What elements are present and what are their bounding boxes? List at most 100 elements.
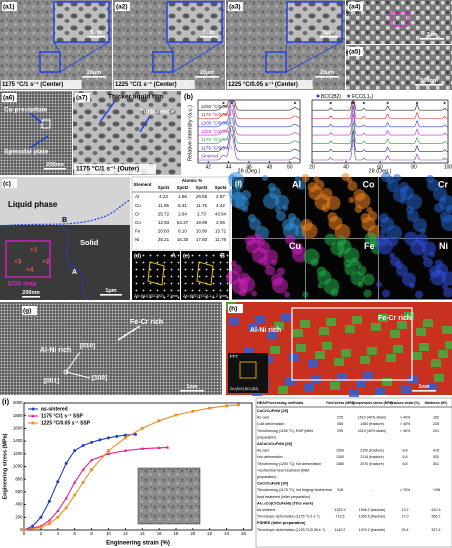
data-point — [98, 438, 102, 442]
data-point — [90, 468, 93, 472]
data-point — [174, 413, 178, 417]
panel-label: (a4) — [349, 3, 361, 10]
table-cell: 275 — [337, 416, 343, 420]
phase-domain — [255, 315, 265, 323]
label-box — [228, 2, 243, 12]
eds-signal — [295, 176, 301, 182]
legend-label: 1175 °C/1 s⁻¹ SSP — [41, 413, 84, 419]
eds-signal — [366, 207, 373, 213]
eds-signal — [303, 248, 320, 265]
peak-marker — [362, 101, 365, 105]
data-point — [157, 419, 161, 423]
table-cell: 64.37 — [177, 220, 189, 225]
zone-axis: ZA=[001] BCC(B2) — [230, 387, 258, 391]
data-point — [123, 448, 128, 452]
eds-signal — [268, 183, 276, 191]
panel-label: (a3) — [229, 3, 241, 10]
peak-marker — [386, 101, 389, 105]
series-label: Sintered — [201, 154, 219, 159]
scale-label: 5μm — [90, 30, 101, 36]
label: A — [72, 269, 77, 276]
phase-domain — [438, 350, 448, 358]
table-cell: Thixotropic deformation (1225 °C/0.05 s⁻… — [257, 528, 325, 532]
eds-signal — [343, 259, 352, 268]
x-tick-label: 40 — [343, 164, 349, 170]
eds-signal — [316, 266, 327, 277]
eds-signal — [248, 214, 256, 222]
scale-label: 1nm — [186, 384, 197, 390]
eds-signal — [300, 219, 313, 231]
table-cell: 501 — [433, 462, 439, 466]
data-point — [157, 445, 161, 449]
eds-signal — [257, 237, 265, 246]
eds-signal — [386, 225, 402, 241]
caption-box — [114, 80, 195, 89]
table-cell: 713.5 — [336, 515, 345, 519]
lattice-cell — [196, 261, 214, 286]
phase-domain — [434, 374, 444, 382]
data-point — [31, 421, 35, 425]
legend-label: 1225 °C/0.05 s⁻¹ SSP — [41, 420, 91, 426]
table-cell: 527.4 — [432, 528, 441, 532]
x-tick-label: 4 — [57, 531, 60, 536]
scale-label: 1μm — [105, 288, 116, 294]
x-tick-label: 60 — [377, 164, 383, 170]
table-cell: > 40% — [400, 422, 411, 426]
legend-label: BCC(B2) — [321, 94, 341, 100]
label: Thicker liquid film — [108, 94, 164, 101]
zoom-inset — [53, 1, 110, 43]
eds-signal — [326, 196, 341, 210]
table-cell: 226 — [433, 422, 439, 426]
label: Al-Ni rich — [250, 327, 281, 334]
hrtem-image — [0, 302, 222, 395]
phase-domain — [244, 348, 254, 356]
legend-label: FCC(L1₂) — [352, 94, 373, 100]
data-point — [72, 480, 77, 484]
table-bg — [131, 176, 231, 251]
table-cell: 11.78 — [215, 237, 226, 242]
element-label: Cu — [289, 241, 301, 251]
table-cell: 520 — [433, 455, 439, 459]
peak-marker — [230, 101, 233, 105]
eds-signal — [376, 234, 388, 247]
table-header: Spot3 — [196, 185, 208, 190]
data-point — [140, 427, 144, 430]
phase-domain — [315, 351, 325, 359]
x-tick-label: 14 — [140, 531, 145, 536]
scale-label: 200nm — [46, 162, 64, 168]
label: Cu precipitate — [4, 107, 48, 114]
eds-signal — [330, 241, 345, 256]
panel-label: (f) — [235, 181, 242, 188]
table-section: Al₀.₃Co(CrCuFeNi) (This work) — [257, 500, 314, 505]
legend-marker — [316, 94, 320, 98]
xrd-curve — [312, 129, 448, 152]
panel-label: (h) — [229, 305, 237, 312]
micrograph — [346, 45, 452, 90]
element-label: Fe — [364, 241, 375, 251]
eds-signal — [348, 197, 355, 203]
eds-signal — [284, 291, 290, 298]
phase-domain — [427, 383, 437, 391]
label: EDS map — [8, 281, 37, 288]
eds-signal — [275, 207, 281, 213]
label: Fe-Cr rich — [130, 319, 163, 326]
eds-signal — [379, 213, 389, 223]
eds-signal — [296, 180, 306, 190]
scale-label: 3μm — [426, 32, 437, 38]
phase-domain — [386, 354, 396, 362]
eds-signal — [354, 205, 363, 213]
label-box — [75, 93, 90, 103]
table-cell: 1.96 — [178, 194, 187, 199]
label: Al-Ni rich — [40, 347, 71, 354]
xrd-curve — [198, 100, 300, 111]
eds-signal — [346, 177, 353, 183]
phase-domain — [248, 324, 258, 332]
table-cell: 1450 (fracture) — [360, 422, 384, 426]
table-cell: +isothermal heat treatment (billet — [257, 468, 309, 472]
table-header: Element — [134, 182, 152, 187]
data-point — [22, 528, 26, 532]
series-label: 1175 °C/1 s⁻¹ — [201, 137, 229, 142]
table-header: HEA/Processing methods — [257, 401, 303, 405]
data-point — [81, 467, 85, 471]
label: B — [62, 217, 67, 224]
